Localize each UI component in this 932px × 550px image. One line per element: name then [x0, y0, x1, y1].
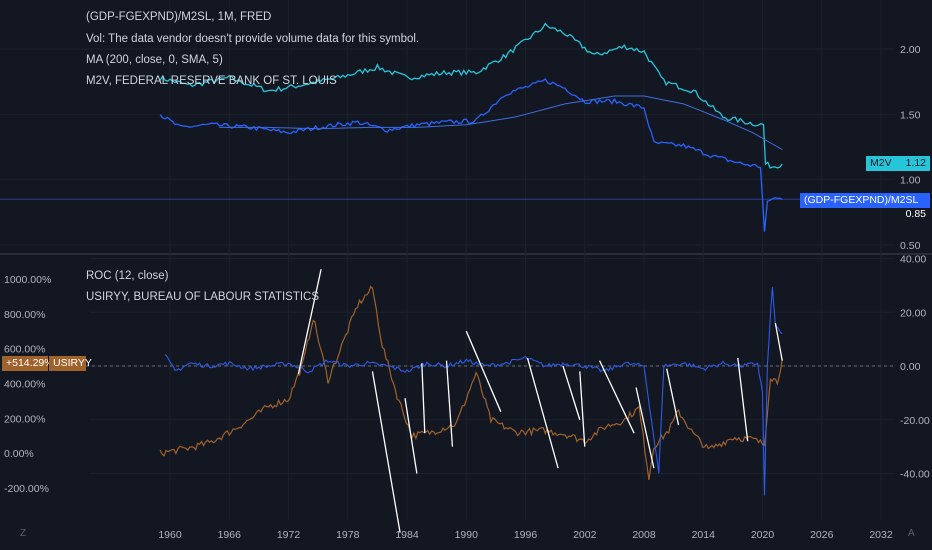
annotation-line: [371, 371, 401, 533]
annotation-line: [465, 330, 502, 412]
legend-m2v[interactable]: M2V, FEDERAL RESERVE BANK OF ST. LOUIS: [86, 75, 337, 87]
x-tick-label: 2002: [573, 529, 597, 541]
ratio-price-tag: (GDP-FGEXPND)/M2SL 0.85: [800, 193, 930, 220]
annotation-line: [404, 398, 418, 474]
m2v-tag-name: M2V: [870, 157, 892, 169]
x-tick-label: 1984: [395, 529, 419, 541]
legend-ma[interactable]: MA (200, close, 0, SMA, 5): [86, 54, 223, 66]
left-y-tick-label: 600.00%: [4, 344, 45, 356]
annotation-line: [579, 371, 586, 447]
x-tick-label: 2026: [810, 529, 834, 541]
x-tick-label: 1990: [455, 529, 479, 541]
legend-usiryy[interactable]: USIRYY, BUREAU OF LABOUR STATISTICS: [86, 291, 320, 303]
annotations: [297, 269, 783, 533]
right-y-tick-label: 20.00: [900, 307, 926, 319]
ratio-tag-name: (GDP-FGEXPND)/M2SL: [804, 194, 919, 206]
m2v-price-tag: M2V 1.12: [866, 156, 930, 171]
right-y-tick-label: -20.00: [900, 415, 930, 427]
left-y-tick-label: 0.00%: [4, 448, 34, 460]
series-roc-line: [164, 287, 783, 496]
ratio-tag-value: 0.85: [905, 208, 926, 220]
x-tick-label: 1972: [277, 529, 301, 541]
x-tick-label: 2008: [632, 529, 656, 541]
right-y-tick-label: 40.00: [900, 254, 926, 266]
usiryy-value-tag: +514.29%: [2, 356, 54, 371]
series-m2v-line: [159, 22, 783, 169]
reference-lines: [0, 198, 895, 367]
top-y-tick-label: 2.00: [900, 44, 921, 56]
m2v-tag-value: 1.12: [905, 157, 926, 169]
left-y-tick-label: 800.00%: [4, 309, 45, 321]
legend-roc[interactable]: ROC (12, close): [86, 270, 169, 282]
annotation-line: [445, 360, 454, 447]
series-ratio-line: [159, 78, 783, 232]
series-usiryy-line: [159, 285, 783, 480]
right-y-tick-label: -40.00: [900, 469, 930, 481]
annotation-line: [635, 387, 655, 469]
left-y-tick-label: -200.00%: [4, 483, 49, 495]
timezone-icon[interactable]: Z: [20, 528, 27, 539]
left-y-tick-label: 200.00%: [4, 413, 45, 425]
left-y-tick-label: 1000.00%: [4, 274, 51, 286]
annotation-line: [526, 357, 559, 469]
x-tick-label: 2014: [692, 529, 716, 541]
legend-symbol[interactable]: (GDP-FGEXPND)/M2SL, 1M, FRED: [86, 11, 272, 23]
auto-scale-icon[interactable]: A: [908, 528, 915, 539]
annotation-line: [774, 322, 783, 361]
top-y-tick-label: 0.50: [900, 240, 921, 252]
x-tick-label: 2020: [751, 529, 775, 541]
top-y-tick-label: 1.00: [900, 175, 921, 187]
annotation-line: [562, 365, 581, 420]
left-y-tick-label: 400.00%: [4, 379, 45, 391]
axes: 1960 1966 1972 1978 1984 1990 1996 2002 2008 2014…: [4, 44, 930, 541]
annotation-line: [737, 357, 749, 442]
x-tick-label: 1978: [336, 529, 360, 541]
top-y-tick-label: 1.50: [900, 109, 921, 121]
x-tick-label: 1996: [514, 529, 538, 541]
usiryy-name-tag: USIRYY: [49, 356, 92, 371]
annotation-line: [598, 360, 635, 434]
series-ma-line: [219, 95, 783, 151]
grid: [0, 253, 932, 255]
annotation-line: [666, 368, 680, 426]
annotation-line: [421, 363, 426, 434]
right-y-tick-label: 0.00: [900, 361, 921, 373]
series: [159, 22, 783, 496]
annotation-line: [297, 269, 322, 375]
x-tick-label: 1960: [158, 529, 182, 541]
x-tick-label: 1966: [218, 529, 242, 541]
x-tick-label: 2032: [869, 529, 893, 541]
legend-volume[interactable]: Vol: The data vendor doesn't provide vol…: [86, 33, 420, 45]
